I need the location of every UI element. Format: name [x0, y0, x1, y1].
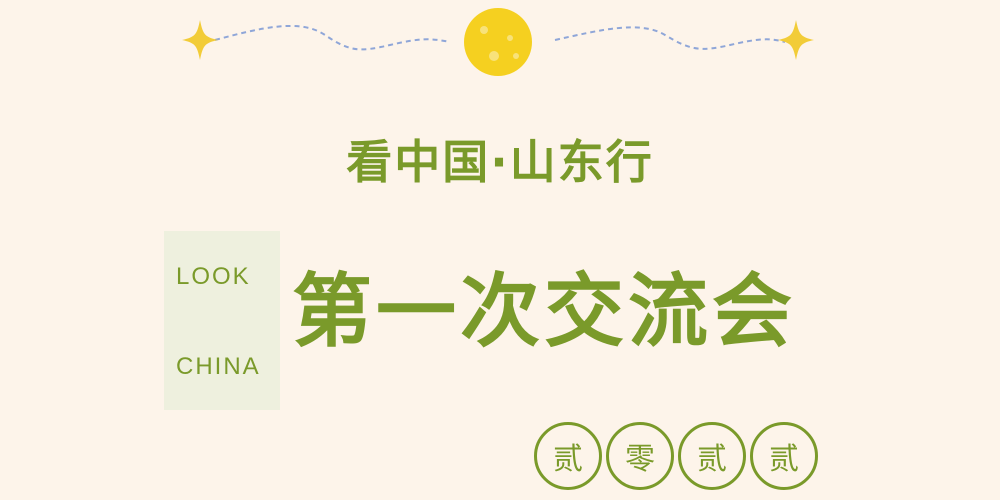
year-char-badge: 贰 — [750, 422, 818, 490]
china-label: CHINA — [176, 353, 261, 380]
look-china-label-box: LOOK CHINA — [164, 231, 280, 410]
year-char-badge: 贰 — [534, 422, 602, 490]
dashed-line-left — [214, 24, 451, 51]
year-char-badge: 零 — [606, 422, 674, 490]
sparkle-icon — [182, 20, 218, 60]
main-title: 第一次交流会 — [292, 265, 796, 358]
event-subtitle: 看中国·山东行 — [346, 135, 654, 189]
dashed-line-right — [554, 26, 786, 50]
header-decoration — [182, 8, 814, 76]
year-char-badge: 贰 — [678, 422, 746, 490]
moon-icon — [464, 8, 532, 76]
look-label: LOOK — [176, 263, 251, 290]
sparkle-icon — [778, 20, 814, 60]
year-badges: 贰 零 贰 贰 — [534, 422, 818, 494]
